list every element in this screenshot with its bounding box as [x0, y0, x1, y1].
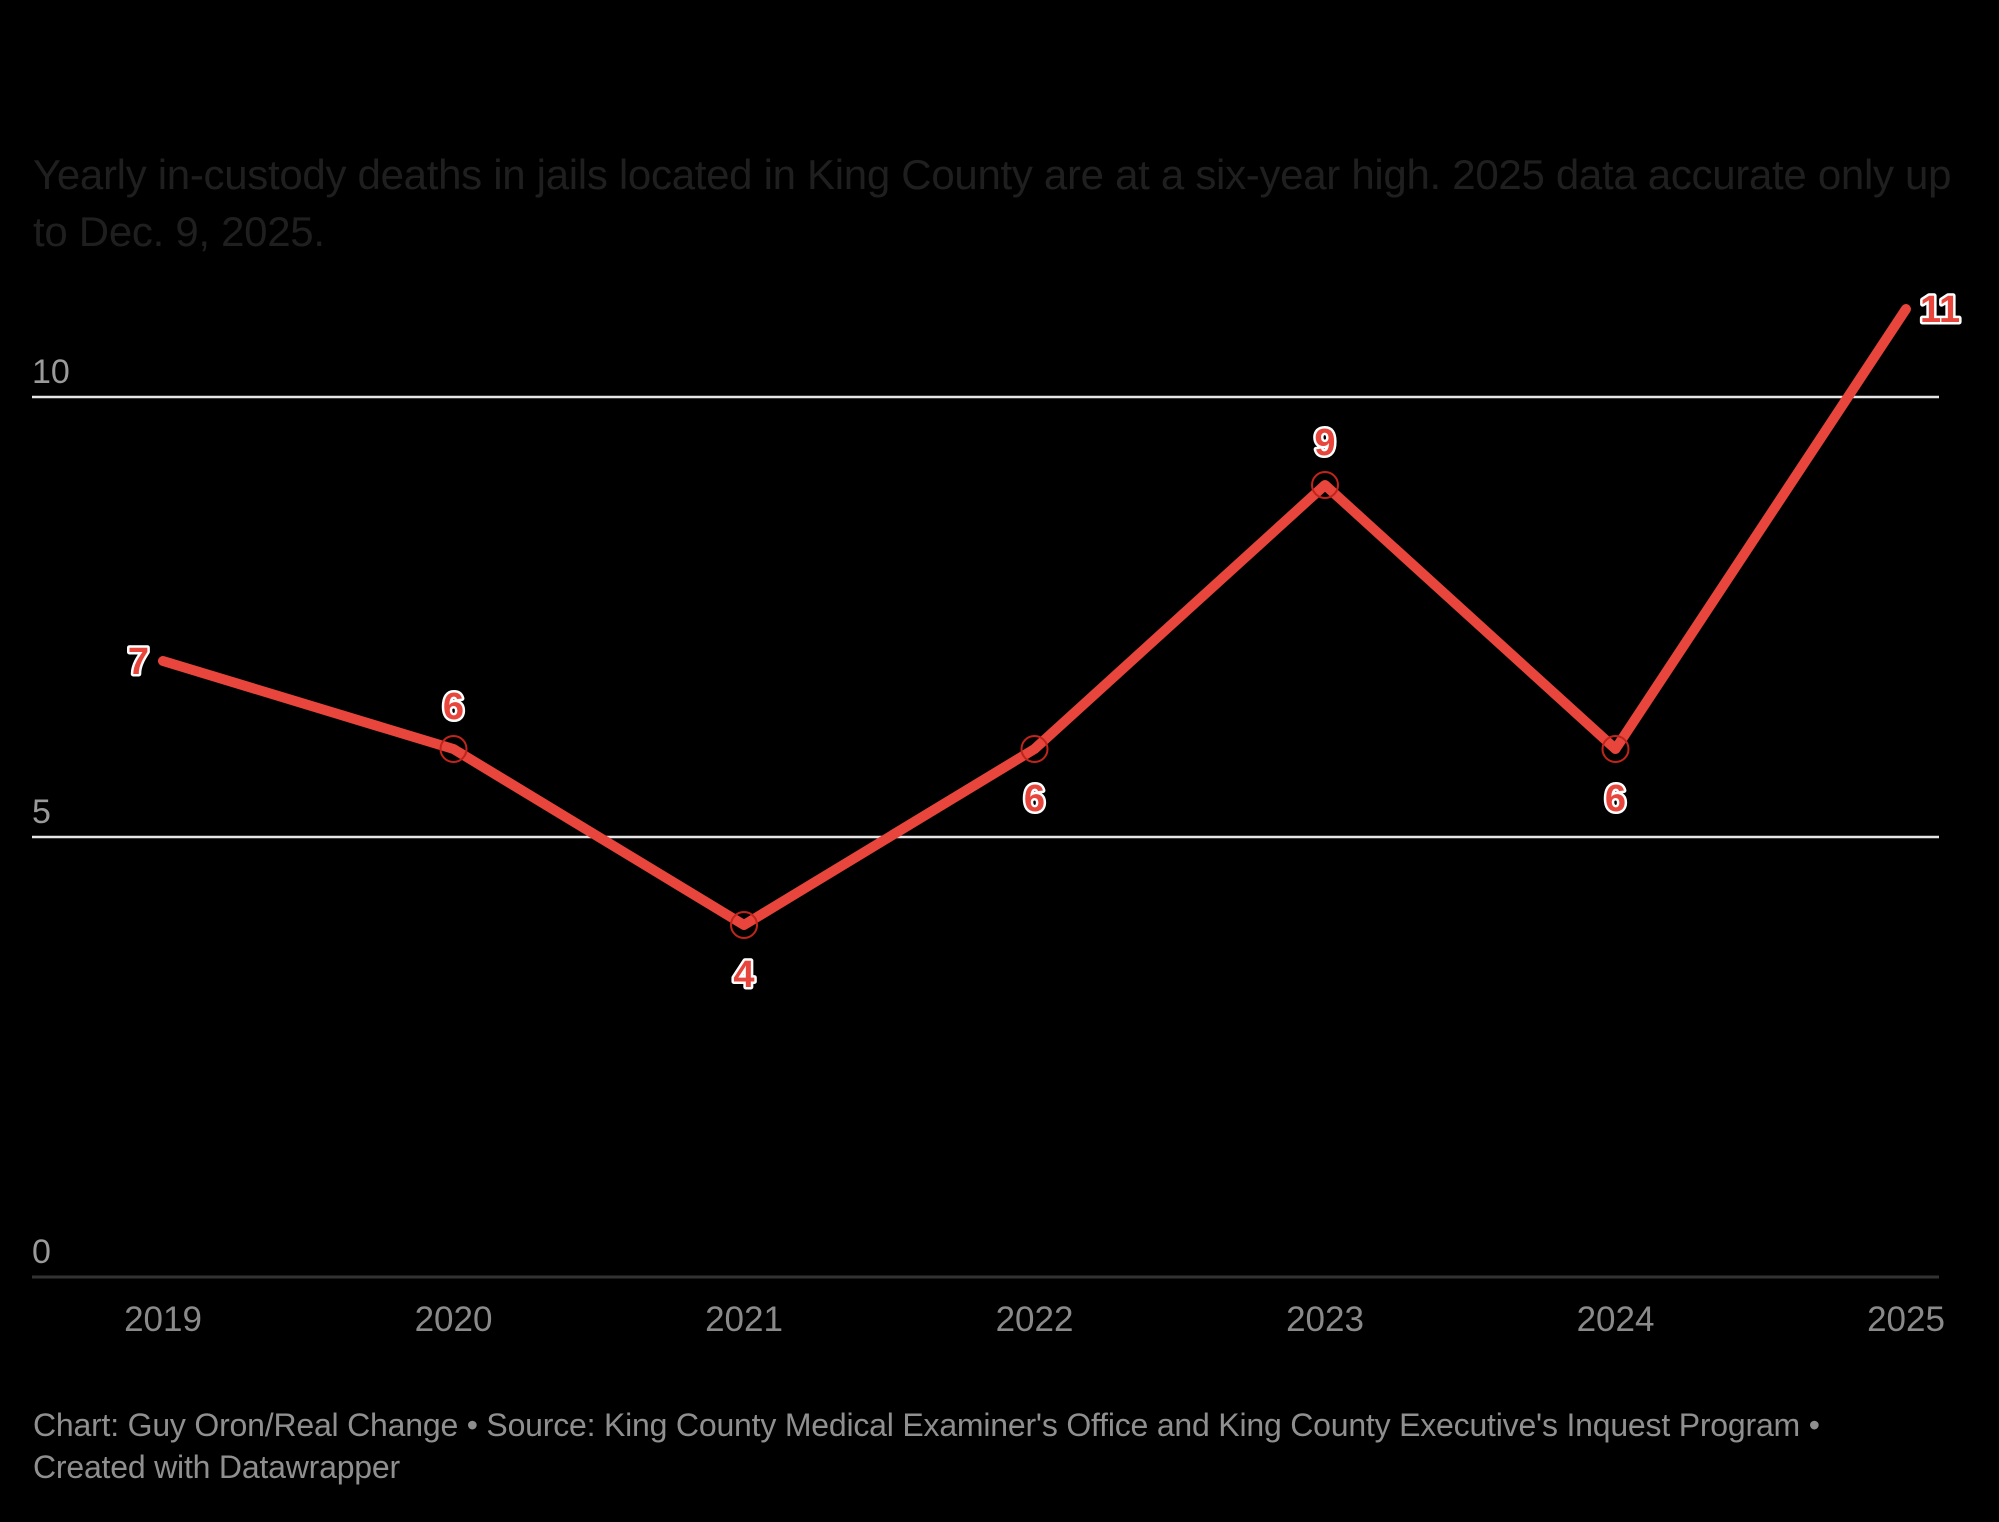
data-label-2023: 9: [1314, 422, 1335, 464]
y-tick-label-5: 5: [32, 793, 51, 831]
y-tick-label-10: 10: [32, 353, 70, 391]
data-marker-2024: [1601, 735, 1630, 763]
chart-footer: Chart: Guy Oron/Real Change • Source: Ki…: [33, 1407, 1820, 1485]
data-label-2025: 11: [1920, 289, 1960, 331]
data-marker-2022: [1020, 735, 1049, 763]
series-line: [158, 304, 1911, 930]
x-tick-label-2021: 2021: [705, 1300, 783, 1339]
chart-title: Yearly in-custody deaths in jails locate…: [33, 151, 1952, 255]
data-marker-2020: [439, 735, 468, 763]
gridlines: [32, 395, 1939, 1279]
data-label-2021: 4: [733, 954, 754, 996]
x-tick-label-2019: 2019: [124, 1300, 202, 1339]
x-tick-label-2025: 2025: [1867, 1300, 1945, 1339]
series-line-group: [158, 304, 1911, 930]
data-marker-2021: [730, 911, 758, 939]
y-axis-labels: 0 5 10: [32, 353, 70, 1271]
y-tick-label-0: 0: [32, 1233, 51, 1271]
data-label-2020: 6: [443, 686, 464, 728]
x-tick-label-2020: 2020: [415, 1300, 493, 1339]
x-axis-labels: 2019 2020 2021 2022 2023 2024 2025: [124, 1300, 1945, 1339]
x-tick-label-2024: 2024: [1577, 1300, 1655, 1339]
data-label-2024: 6: [1605, 778, 1626, 820]
x-tick-label-2023: 2023: [1286, 1300, 1364, 1339]
data-labels: 7 6 4 6 9 6 11: [125, 287, 1962, 999]
x-tick-label-2022: 2022: [996, 1300, 1074, 1339]
data-label-2022: 6: [1024, 778, 1045, 820]
data-markers: [439, 471, 1630, 939]
data-marker-2023: [1311, 471, 1339, 499]
data-label-2019: 7: [128, 641, 149, 683]
